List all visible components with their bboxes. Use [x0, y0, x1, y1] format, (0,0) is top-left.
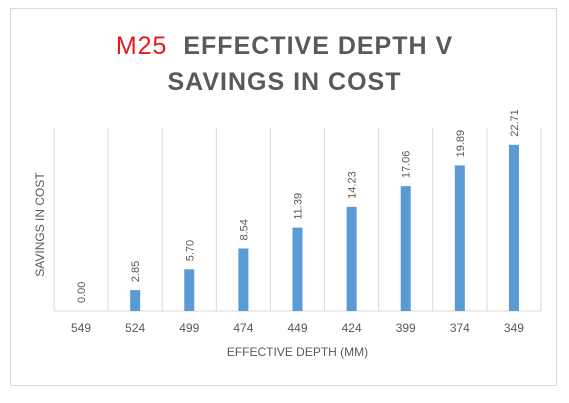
bar — [130, 290, 141, 311]
x-axis-title: EFFECTIVE DEPTH (MM) — [227, 345, 368, 359]
bar — [454, 165, 465, 311]
x-tick-label: 524 — [125, 321, 145, 335]
chart-frame — [10, 8, 557, 386]
x-tick-label: 349 — [504, 321, 524, 335]
chart-title-main: EFFECTIVE DEPTH V — [183, 32, 454, 60]
bar — [292, 227, 303, 311]
chart-title-prefix: M25 — [115, 32, 168, 60]
x-tick-label: 374 — [450, 321, 470, 335]
data-label: 11.39 — [293, 193, 305, 220]
bar — [184, 269, 195, 311]
data-label: 22.71 — [509, 109, 521, 137]
bar — [400, 186, 411, 311]
bar — [238, 248, 249, 311]
x-tick-label: 449 — [287, 321, 307, 335]
data-label: 19.89 — [455, 130, 467, 158]
bar — [346, 206, 357, 311]
chart-title: M25 EFFECTIVE DEPTH V SAVINGS IN COST — [0, 28, 569, 100]
x-tick-label: 499 — [179, 321, 199, 335]
chart-title-line-1: M25 EFFECTIVE DEPTH V — [0, 28, 569, 64]
data-label: 2.85 — [130, 261, 142, 282]
data-label: 17.06 — [401, 151, 413, 179]
bar — [508, 144, 519, 311]
chart-title-line-2: SAVINGS IN COST — [167, 68, 402, 96]
data-label: 14.23 — [347, 171, 359, 199]
data-label: 8.54 — [238, 219, 250, 240]
x-tick-label: 424 — [342, 321, 362, 335]
data-label: 5.70 — [184, 240, 196, 261]
x-tick-label: 549 — [71, 321, 91, 335]
y-axis-title: SAVINGS IN COST — [33, 172, 47, 277]
x-tick-label: 399 — [396, 321, 416, 335]
data-label: 0.00 — [76, 282, 88, 303]
x-tick-label: 474 — [233, 321, 253, 335]
